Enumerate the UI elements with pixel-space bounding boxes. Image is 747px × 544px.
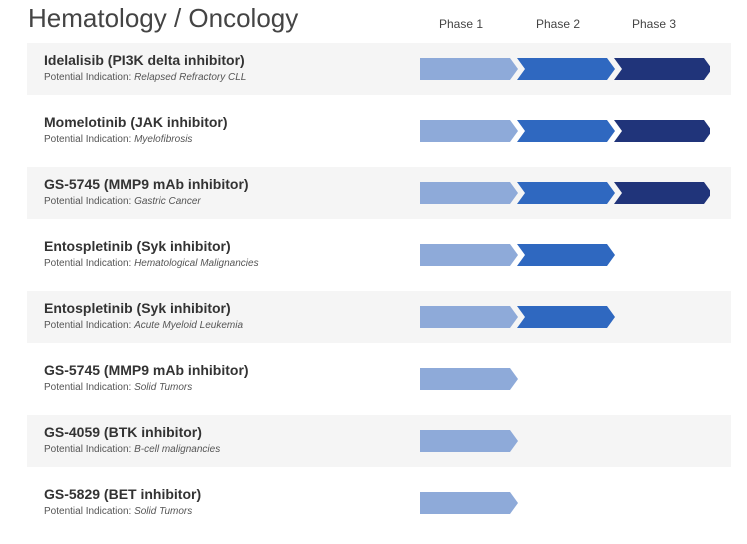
potential-indication: Potential Indication: Solid Tumors [44, 382, 192, 393]
phase-3-bar [614, 182, 710, 204]
phase-1-bar [420, 182, 518, 204]
phase-progress [420, 58, 710, 80]
indication-value: Myelofibrosis [134, 134, 193, 145]
phase-1-bar [420, 306, 518, 328]
pipeline-list: Idelalisib (PI3K delta inhibitor) Potenti… [27, 43, 731, 539]
potential-indication: Potential Indication: Myelofibrosis [44, 134, 192, 145]
phase-1-bar [420, 58, 518, 80]
indication-value: Acute Myeloid Leukemia [134, 320, 244, 331]
indication-label: Potential Indication: [44, 134, 132, 145]
indication-value: Hematological Malignancies [134, 258, 259, 269]
drug-name: Entospletinib (Syk inhibitor) [44, 300, 231, 316]
indication-value: Relapsed Refractory CLL [134, 72, 247, 83]
drug-name: GS-5829 (BET inhibitor) [44, 486, 202, 502]
phase-3-header: Phase 3 [631, 17, 677, 31]
phase-progress [420, 368, 518, 390]
pipeline-row: GS-5745 (MMP9 mAb inhibitor) Potential In… [27, 353, 731, 405]
phase-1-bar [420, 430, 518, 452]
potential-indication: Potential Indication: Solid Tumors [44, 506, 192, 517]
pipeline-row: GS-5745 (MMP9 mAb inhibitor) Potential In… [27, 167, 731, 219]
phase-1-header: Phase 1 [438, 17, 484, 31]
phase-progress [420, 306, 615, 328]
indication-label: Potential Indication: [44, 382, 132, 393]
phase-2-bar [517, 120, 615, 142]
phase-1-bar [420, 492, 518, 514]
indication-label: Potential Indication: [44, 506, 132, 517]
pipeline-row: Momelotinib (JAK inhibitor) Potential Ind… [27, 105, 731, 157]
page-title: Hematology / Oncology [28, 3, 299, 33]
indication-label: Potential Indication: [44, 72, 132, 83]
phase-2-header: Phase 2 [535, 17, 581, 31]
phase-2-bar [517, 244, 615, 266]
phase-progress [420, 244, 615, 266]
drug-name: Momelotinib (JAK inhibitor) [44, 114, 228, 130]
pipeline-row: GS-5829 (BET inhibitor) Potential Indicat… [27, 477, 731, 529]
pipeline-row: Entospletinib (Syk inhibitor) Potential I… [27, 291, 731, 343]
indication-label: Potential Indication: [44, 320, 132, 331]
phase-progress [420, 120, 710, 142]
indication-label: Potential Indication: [44, 444, 132, 455]
pipeline-row: GS-4059 (BTK inhibitor) Potential Indicat… [27, 415, 731, 467]
pipeline-row: Idelalisib (PI3K delta inhibitor) Potenti… [27, 43, 731, 95]
phase-1-bar [420, 244, 518, 266]
potential-indication: Potential Indication: B-cell malignancie… [44, 444, 220, 455]
indication-label: Potential Indication: [44, 258, 132, 269]
phase-progress [420, 492, 518, 514]
potential-indication: Potential Indication: Acute Myeloid Leuk… [44, 320, 243, 331]
phase-2-bar [517, 182, 615, 204]
phase-progress [420, 430, 518, 452]
indication-value: B-cell malignancies [134, 444, 221, 455]
phase-progress [420, 182, 710, 204]
drug-name: Entospletinib (Syk inhibitor) [44, 238, 231, 254]
potential-indication: Potential Indication: Relapsed Refractor… [44, 72, 246, 83]
drug-name: GS-5745 (MMP9 mAb inhibitor) [44, 362, 249, 378]
indication-value: Solid Tumors [134, 506, 193, 517]
phase-3-bar [614, 120, 710, 142]
potential-indication: Potential Indication: Hematological Mali… [44, 258, 259, 269]
drug-name: Idelalisib (PI3K delta inhibitor) [44, 52, 245, 68]
phase-2-bar [517, 306, 615, 328]
phase-1-bar [420, 368, 518, 390]
indication-value: Solid Tumors [134, 382, 193, 393]
potential-indication: Potential Indication: Gastric Cancer [44, 196, 201, 207]
phase-2-bar [517, 58, 615, 80]
indication-value: Gastric Cancer [134, 196, 201, 207]
indication-label: Potential Indication: [44, 196, 132, 207]
drug-name: GS-5745 (MMP9 mAb inhibitor) [44, 176, 249, 192]
pipeline-row: Entospletinib (Syk inhibitor) Potential I… [27, 229, 731, 281]
drug-name: GS-4059 (BTK inhibitor) [44, 424, 202, 440]
phase-3-bar [614, 58, 710, 80]
phase-1-bar [420, 120, 518, 142]
